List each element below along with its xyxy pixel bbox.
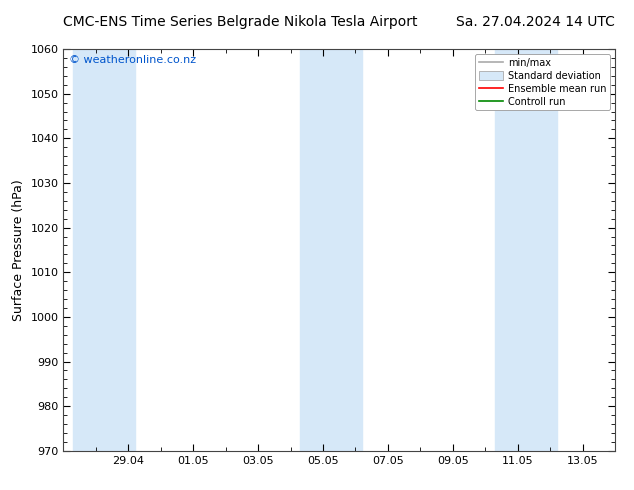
Text: CMC-ENS Time Series Belgrade Nikola Tesla Airport: CMC-ENS Time Series Belgrade Nikola Tesl… <box>63 15 418 29</box>
Text: Sa. 27.04.2024 14 UTC: Sa. 27.04.2024 14 UTC <box>456 15 615 29</box>
Text: © weatheronline.co.nz: © weatheronline.co.nz <box>69 55 196 65</box>
Bar <box>301 49 362 451</box>
Legend: min/max, Standard deviation, Ensemble mean run, Controll run: min/max, Standard deviation, Ensemble me… <box>475 54 610 110</box>
Y-axis label: Surface Pressure (hPa): Surface Pressure (hPa) <box>12 179 25 321</box>
Bar <box>495 49 557 451</box>
Bar <box>73 49 135 451</box>
